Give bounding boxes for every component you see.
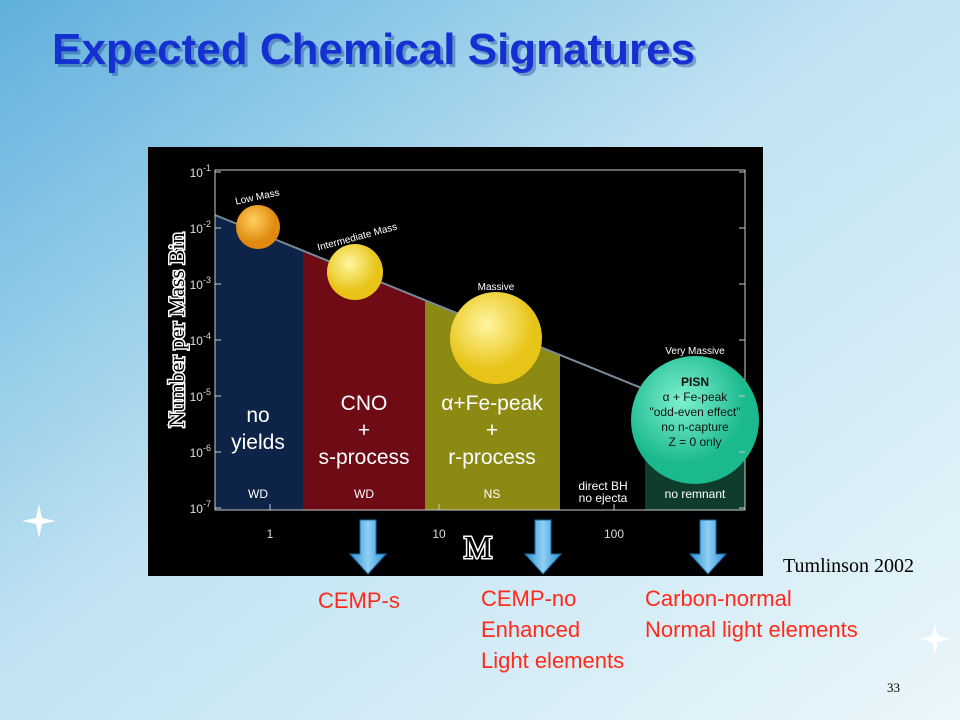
remnant-label: no remnant [665,487,726,501]
region-label: "odd-even effect" [649,405,740,419]
region-label: + [486,419,498,442]
sparkle [22,504,56,538]
region [303,251,425,510]
page-number: 33 [887,680,900,695]
star [631,356,759,484]
y-tick-label: 10-6 [190,443,211,460]
region-label: r-process [448,446,536,469]
tick-exponent: -2 [203,219,211,229]
remnant-label: NS [484,487,501,501]
outcome-label: CEMP-no [481,586,576,611]
tick-exponent: -7 [203,499,211,509]
tick-exponent: -3 [203,275,211,285]
remnant-label: no ejecta [579,491,628,505]
region-label: no [246,404,269,427]
star-label: Very Massive [665,346,725,357]
tick-exponent: -4 [203,331,211,341]
region-label: + [358,419,370,442]
region-label: PISN [681,375,709,389]
x-tick-label: 1 [267,527,274,541]
tick-base: 10 [190,166,204,180]
star [450,292,542,384]
region [215,215,303,510]
y-axis-label: Number per Mass Bin [164,233,189,428]
citation: Tumlinson 2002 [783,555,914,577]
remnant-label: direct BH [578,479,627,493]
remnant-label: WD [248,487,268,501]
y-tick-label: 10-1 [190,163,211,180]
tick-base: 10 [190,446,204,460]
star [236,205,280,249]
tick-base: 10 [190,390,204,404]
y-tick-label: 10-2 [190,219,211,236]
tick-base: 10 [190,334,204,348]
outcome-label: Carbon-normal [645,586,792,611]
tick-exponent: -6 [203,443,211,453]
y-tick-label: 10-7 [190,499,211,516]
x-tick-label: 100 [604,527,624,541]
tick-exponent: -1 [203,163,211,173]
x-tick-label: 10 [432,527,446,541]
y-tick-label: 10-4 [190,331,211,348]
arrow [523,519,563,575]
title: Expected Chemical Signatures [52,25,695,74]
sparkle [920,624,950,654]
outcome-label: Enhanced [481,617,580,642]
region-label: α+Fe-peak [441,392,543,415]
region-label: no n-capture [661,420,729,434]
x-axis-label: M [464,529,492,565]
region-label: yields [231,431,285,454]
region-label: α + Fe-peak [663,390,729,404]
tick-base: 10 [190,222,204,236]
outcome-label: CEMP-s [318,588,400,613]
outcome-label: Light elements [481,648,624,673]
region-label: s-process [318,446,409,469]
region-label: Z = 0 only [668,435,721,449]
y-tick-label: 10-5 [190,387,211,404]
tick-base: 10 [190,502,204,516]
arrows [348,519,728,575]
outcome-label: Normal light elements [645,617,858,642]
region-label: CNO [341,392,388,415]
star [327,244,383,300]
tick-base: 10 [190,278,204,292]
title-shadow: Expected Chemical Signatures [55,28,698,77]
tick-exponent: -5 [203,387,211,397]
star-label: Massive [478,282,515,293]
y-tick-label: 10-3 [190,275,211,292]
arrow [348,519,388,575]
figure: Low Mass Intermediate Mass Massive Very … [148,147,763,576]
arrow [688,519,728,575]
sparkle [22,504,950,654]
remnant-label: WD [354,487,374,501]
